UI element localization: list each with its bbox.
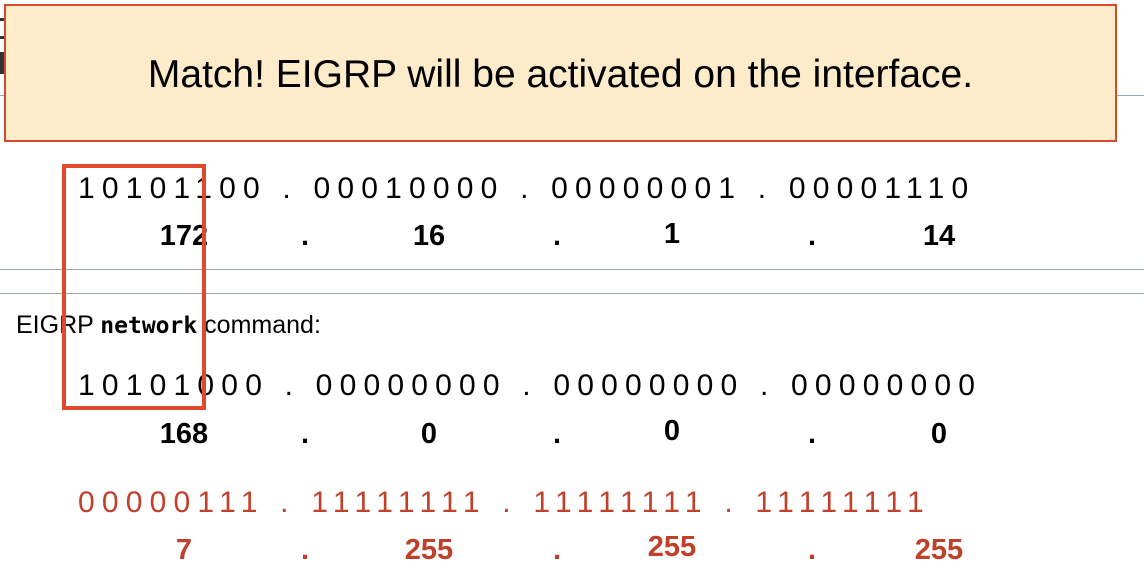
network-command-label: EIGRP network command: [16,313,321,338]
octet-separator: . [807,220,817,252]
hidden-text-fragment [0,18,4,21]
network-octet-3: 0 [663,415,681,447]
wildcard-octet-1: 7 [175,534,193,566]
octet-separator: . [807,534,817,566]
octet-separator: . [807,418,817,450]
interface-octet-1: 172 [159,220,209,252]
network-binary: 10101000 . 00000000 . 00000000 . 0000000… [78,369,983,402]
wildcard-octet-4: 255 [914,534,964,566]
interface-octet-4: 14 [922,220,956,252]
callout-message: Match! EIGRP will be activated on the in… [147,52,974,96]
octet-separator: . [552,534,562,566]
interface-octet-3: 1 [663,218,681,250]
interface-octet-2: 16 [412,220,446,252]
matched-bits-highlight [62,164,206,410]
network-octet-4: 0 [930,418,948,450]
interface-binary: 10101100 . 00010000 . 00000001 . 0000111… [78,172,976,205]
wildcard-octet-2: 255 [404,534,454,566]
octet-separator: . [300,418,310,450]
divider-line-lower [0,293,1144,294]
octet-separator: . [552,220,562,252]
command-keyword: network [100,313,198,339]
command-prefix: EIGRP [16,311,101,339]
match-callout: Match! EIGRP will be activated on the in… [4,4,1117,142]
wildcard-binary: 00000111 . 11111111 . 11111111 . 1111111… [78,486,931,519]
wildcard-octet-3: 255 [647,531,697,563]
octet-separator: . [300,534,310,566]
hidden-text-fragment [0,52,4,74]
network-octet-2: 0 [420,418,438,450]
command-suffix: command: [197,311,321,339]
divider-line-middle [0,269,1144,270]
octet-separator: . [300,220,310,252]
octet-separator: . [552,418,562,450]
hidden-text-fragment [0,36,4,39]
network-octet-1: 168 [159,418,209,450]
